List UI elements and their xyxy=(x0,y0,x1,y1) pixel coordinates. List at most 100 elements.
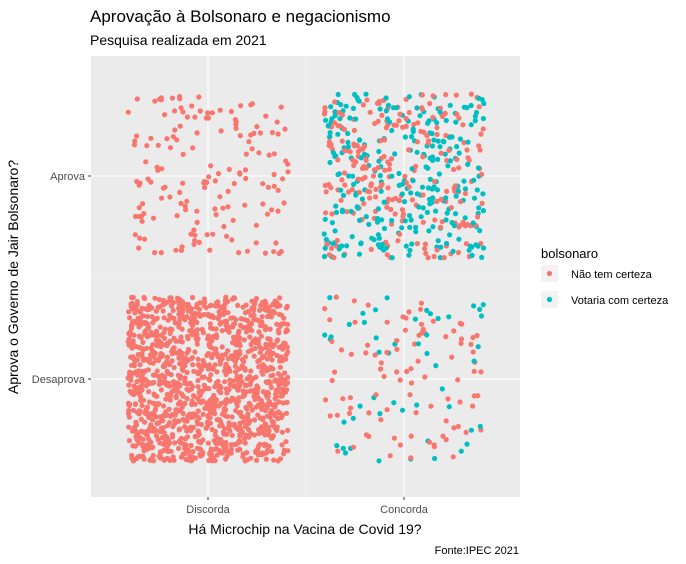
data-point xyxy=(189,458,195,464)
data-point xyxy=(248,347,255,353)
data-point xyxy=(443,418,449,424)
data-point xyxy=(384,319,390,325)
data-point xyxy=(444,210,450,216)
data-point xyxy=(208,446,214,452)
data-point xyxy=(156,401,162,407)
data-point xyxy=(204,424,210,430)
data-point xyxy=(246,373,253,380)
data-point xyxy=(443,217,449,223)
data-point xyxy=(276,330,282,336)
data-point xyxy=(242,440,248,446)
data-point xyxy=(251,305,257,311)
data-point xyxy=(340,192,347,198)
data-point xyxy=(284,327,290,333)
data-point xyxy=(347,115,353,121)
data-point xyxy=(427,100,433,107)
data-point xyxy=(455,377,461,383)
data-point xyxy=(189,332,195,338)
data-point xyxy=(346,173,352,179)
data-point xyxy=(184,396,190,402)
data-point xyxy=(431,137,437,143)
data-point xyxy=(160,302,166,308)
data-point xyxy=(359,176,365,182)
data-point xyxy=(197,313,203,319)
data-point xyxy=(212,178,218,184)
data-point xyxy=(169,95,175,101)
data-point xyxy=(373,194,379,200)
data-point xyxy=(406,147,412,153)
data-point xyxy=(384,204,390,210)
data-point xyxy=(182,203,188,209)
data-point xyxy=(415,341,421,347)
data-point xyxy=(165,317,171,323)
data-point xyxy=(151,352,158,358)
data-point xyxy=(327,133,333,140)
data-point xyxy=(448,205,454,211)
data-point xyxy=(471,368,477,374)
data-point xyxy=(196,239,202,245)
data-point xyxy=(361,143,367,149)
data-point xyxy=(463,241,469,247)
data-point xyxy=(184,418,190,424)
data-point xyxy=(161,315,167,321)
data-point xyxy=(378,360,384,366)
data-point xyxy=(231,180,237,187)
data-point xyxy=(161,403,167,409)
data-point xyxy=(285,374,291,380)
data-point xyxy=(410,178,416,184)
data-point xyxy=(192,114,198,120)
data-point xyxy=(388,206,394,213)
data-point xyxy=(353,116,359,122)
data-point xyxy=(137,235,143,241)
data-point xyxy=(230,315,237,321)
data-point xyxy=(135,351,141,358)
data-point xyxy=(363,91,369,97)
data-point xyxy=(376,458,382,464)
data-point xyxy=(345,130,351,137)
data-point xyxy=(408,190,414,196)
data-point xyxy=(213,212,219,218)
data-point xyxy=(342,450,349,456)
data-point xyxy=(185,336,191,342)
data-point xyxy=(154,368,160,374)
data-point xyxy=(267,337,273,343)
data-point xyxy=(366,410,372,416)
data-point xyxy=(198,391,204,397)
data-point xyxy=(142,236,148,242)
data-point xyxy=(152,372,158,378)
data-point xyxy=(383,108,389,114)
data-point xyxy=(381,225,388,232)
data-point xyxy=(180,180,186,186)
data-point xyxy=(187,328,193,334)
data-point xyxy=(414,139,421,145)
data-point xyxy=(164,358,170,364)
data-point xyxy=(365,188,371,194)
data-point xyxy=(445,163,451,169)
data-point xyxy=(148,135,154,141)
data-point xyxy=(379,112,385,118)
data-point xyxy=(214,452,220,458)
data-point xyxy=(257,130,263,136)
data-point xyxy=(194,301,200,307)
data-point xyxy=(251,353,257,359)
data-point xyxy=(167,338,173,344)
data-point xyxy=(140,441,146,447)
data-point xyxy=(219,422,225,428)
data-point xyxy=(228,446,234,452)
data-point xyxy=(230,340,236,346)
data-point xyxy=(329,116,335,122)
data-point xyxy=(278,391,285,397)
data-point xyxy=(225,310,231,316)
data-point xyxy=(136,344,142,351)
data-point xyxy=(159,195,165,201)
data-point xyxy=(285,169,291,175)
data-point xyxy=(418,214,424,220)
data-point xyxy=(333,294,339,300)
data-point xyxy=(176,445,182,451)
data-point xyxy=(471,358,477,364)
data-point xyxy=(433,208,439,214)
data-point xyxy=(240,454,246,460)
data-point xyxy=(214,417,220,423)
data-point xyxy=(454,156,460,162)
data-point xyxy=(262,303,268,309)
